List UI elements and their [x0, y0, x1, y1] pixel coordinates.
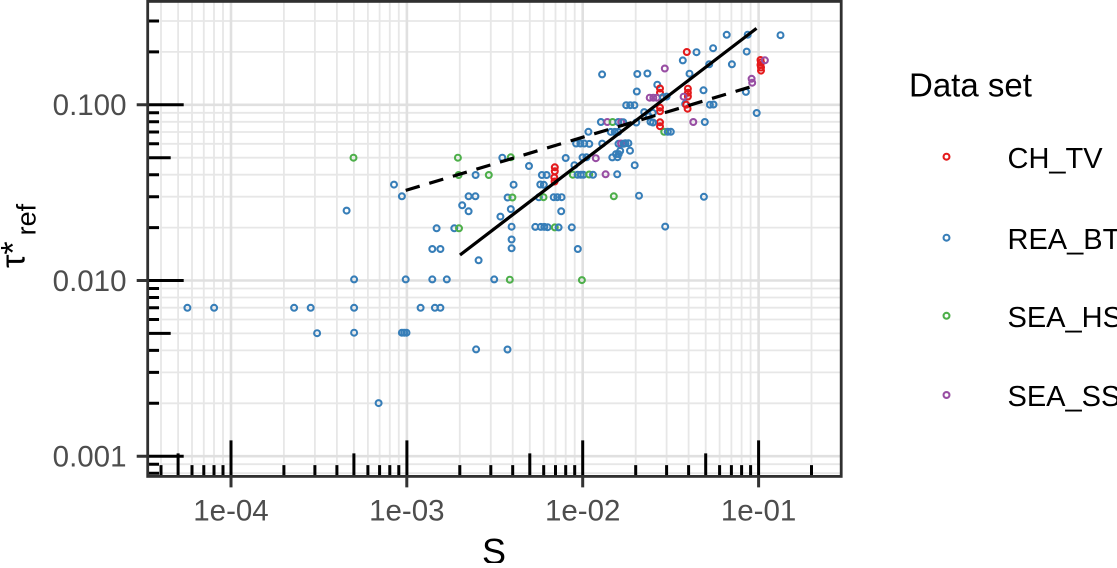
svg-text:SEA_SS: SEA_SS	[1008, 381, 1117, 413]
svg-text:CH_TV: CH_TV	[1008, 143, 1104, 175]
svg-text:1e-01: 1e-01	[721, 495, 796, 528]
svg-text:REA_BT: REA_BT	[1008, 224, 1117, 256]
svg-text:1e-02: 1e-02	[545, 495, 620, 528]
svg-text:0.001: 0.001	[53, 441, 127, 474]
svg-text:SEA_HS: SEA_HS	[1008, 302, 1117, 334]
svg-text:S: S	[482, 531, 506, 563]
svg-text:Data set: Data set	[909, 67, 1032, 104]
svg-text:1e-03: 1e-03	[369, 495, 444, 528]
svg-text:0.100: 0.100	[53, 89, 127, 122]
svg-text:1e-04: 1e-04	[193, 495, 268, 528]
svg-text:0.010: 0.010	[53, 265, 127, 298]
